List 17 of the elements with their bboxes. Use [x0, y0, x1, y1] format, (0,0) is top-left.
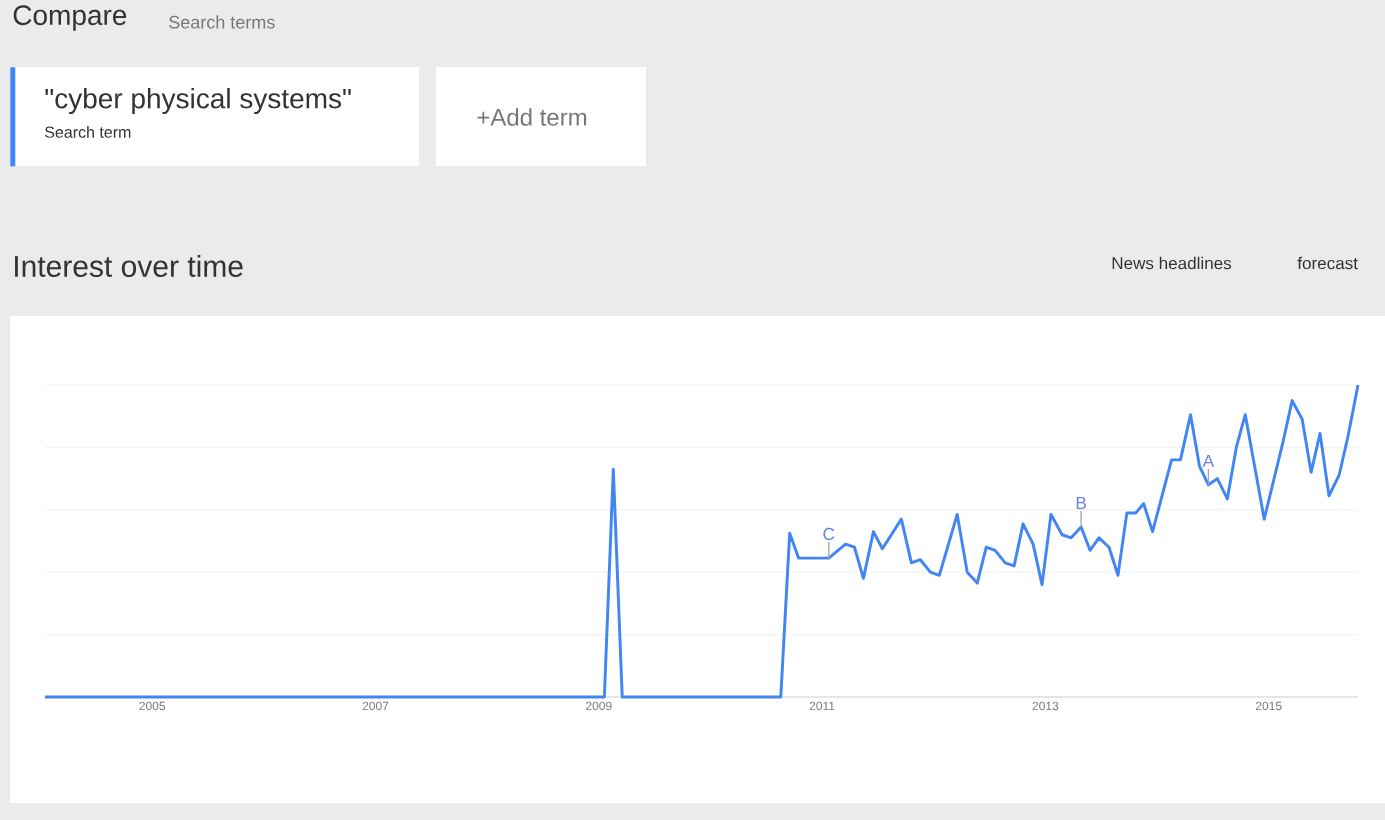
x-tick-label: 2005 — [139, 701, 166, 711]
x-tick-label: 2007 — [362, 701, 389, 711]
text: +Add term — [477, 108, 587, 126]
annotation: A — [1202, 454, 1215, 467]
chart-title: Interest over time — [15, 254, 243, 277]
text: News headlines — [1112, 256, 1232, 270]
text: "cyber physical systems" — [45, 87, 351, 115]
annotation: C — [823, 527, 835, 541]
text: forecast — [1297, 256, 1358, 270]
text: Compare — [13, 5, 127, 31]
annotation: B — [1076, 497, 1086, 509]
x-tick-label: 2015 — [1255, 701, 1282, 711]
text: Search terms — [169, 15, 275, 29]
x-tick-label: 2011 — [809, 701, 835, 711]
x-tick-label: 2009 — [586, 701, 612, 711]
x-tick-label: 2013 — [1032, 701, 1059, 711]
text: Search term — [45, 126, 131, 138]
